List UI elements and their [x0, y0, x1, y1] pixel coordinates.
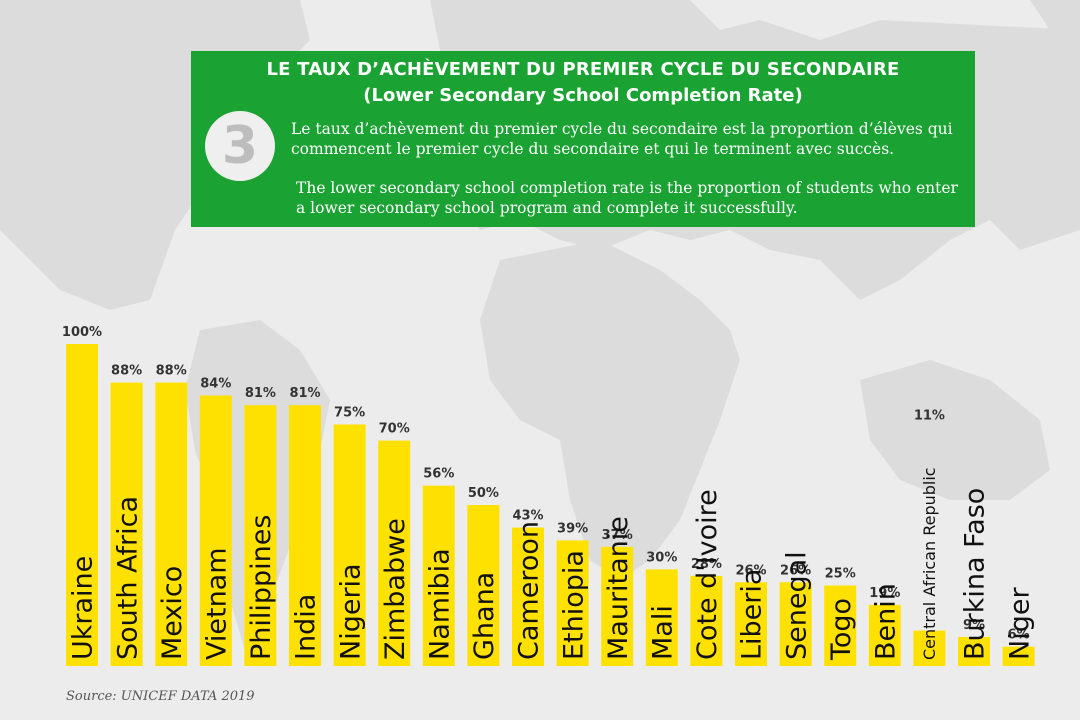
value-label: 56% [423, 467, 454, 482]
category-label: Liberia [737, 569, 768, 660]
value-label: 50% [468, 486, 499, 501]
bar-mexico [155, 382, 188, 666]
bar-cote-d-ivoire [690, 575, 723, 666]
bar-ethiopia [556, 540, 589, 666]
value-label: 26% [735, 563, 766, 578]
number-badge-label: 3 [221, 116, 259, 176]
category-label: Burkina Faso [960, 488, 991, 660]
description-french: Le taux d’achèvement du premier cycle du… [291, 120, 953, 158]
value-label: 75% [334, 406, 365, 421]
category-label: Nigeria [335, 563, 366, 660]
value-label: 9% [963, 618, 985, 633]
category-label: Mauritanie [603, 516, 634, 660]
bar-niger [1002, 646, 1035, 666]
bar-central-african-republic [913, 630, 946, 666]
panel-title-french: LE TAUX D’ACHÈVEMENT DU PREMIER CYCLE DU… [266, 59, 900, 80]
category-label: Vietnam [202, 547, 233, 660]
bar-mauritanie [601, 546, 634, 666]
bar-ukraine [66, 344, 98, 666]
bar-india [289, 405, 321, 666]
value-label: 70% [379, 422, 410, 437]
category-label: Ukraine [68, 556, 99, 660]
value-label: 30% [646, 550, 677, 565]
category-label: Cote d'Ivoire [692, 489, 723, 660]
panel-title-english: (Lower Secondary School Completion Rate) [363, 85, 803, 106]
bar-benin [868, 604, 901, 666]
category-label: Benin [871, 583, 902, 660]
category-label: Senegal [781, 551, 812, 660]
category-label: India [291, 594, 322, 660]
bar-burkina-faso [958, 637, 990, 666]
value-label: 37% [602, 528, 633, 543]
info-panel: LE TAUX D’ACHÈVEMENT DU PREMIER CYCLE DU… [191, 51, 975, 227]
value-label: 100% [62, 325, 102, 340]
category-label: Niger [1004, 587, 1035, 660]
category-label: Zimbabwe [380, 518, 411, 660]
number-badge: 3 [205, 111, 275, 181]
value-label: 28% [691, 557, 722, 572]
bar-liberia [735, 582, 767, 666]
bar-cameroon [512, 527, 544, 666]
category-label: Cameroon [514, 521, 545, 660]
category-label: Mali [648, 605, 679, 660]
category-label: Ghana [469, 572, 500, 660]
value-label: 6% [1008, 628, 1030, 643]
bar-ghana [467, 505, 500, 666]
category-label: Togo [826, 598, 857, 661]
value-label: 25% [825, 567, 856, 582]
category-label: Central African Republic [920, 467, 939, 660]
value-label: 81% [289, 386, 320, 401]
value-label: 81% [245, 386, 276, 401]
value-label: 19% [869, 586, 900, 601]
bar-philippines [244, 405, 277, 666]
bar-zimbabwe [378, 440, 411, 666]
bar-vietnam [199, 395, 232, 666]
bar-togo [824, 585, 857, 666]
category-label: Ethiopia [558, 550, 589, 660]
value-label: 88% [111, 364, 142, 379]
value-label: 43% [512, 509, 543, 524]
value-label: 88% [156, 364, 187, 379]
value-label: 11% [914, 409, 945, 424]
bar-south-africa [110, 382, 143, 666]
bar-nigeria [333, 424, 366, 666]
bar-senegal [779, 582, 812, 666]
value-label: 84% [200, 377, 231, 392]
category-label: Philippines [246, 515, 277, 660]
bar-mali [645, 569, 678, 666]
category-label: South Africa [112, 496, 143, 660]
category-label: Mexico [157, 566, 188, 660]
description-english: The lower secondary school completion ra… [296, 179, 958, 217]
bar-namibia [422, 485, 455, 666]
value-label: 26% [780, 563, 811, 578]
value-label: 39% [557, 521, 588, 536]
category-label: Namibia [425, 548, 456, 660]
source-note: Source: UNICEF DATA 2019 [66, 689, 255, 704]
